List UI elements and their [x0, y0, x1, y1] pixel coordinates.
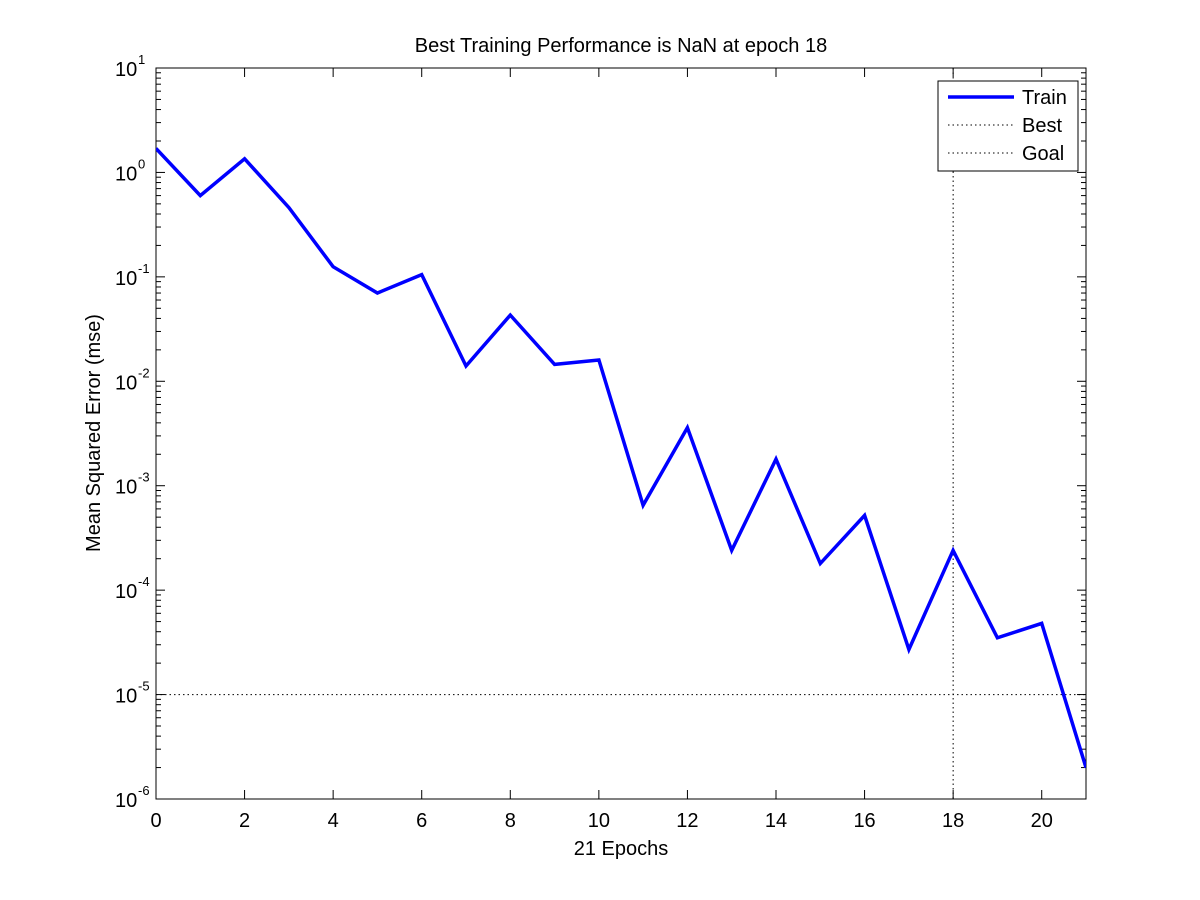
y-tick-label-exponent: -1 [138, 261, 150, 276]
legend-label-train: Train [1022, 87, 1067, 109]
y-tick-label: 10 [115, 163, 137, 185]
y-tick-label: 10 [115, 59, 137, 81]
legend-label-best: Best [1022, 115, 1062, 137]
legend-label-goal: Goal [1022, 143, 1064, 165]
x-axis-label: 21 Epochs [574, 838, 669, 860]
y-tick-label-exponent: -4 [138, 574, 150, 589]
y-tick-label: 10 [115, 581, 137, 603]
legend: Train Best Goal [937, 80, 1079, 172]
x-tick-label: 20 [1031, 810, 1053, 832]
x-tick-label: 18 [942, 810, 964, 832]
x-tick-label: 2 [239, 810, 250, 832]
x-tick-label: 0 [150, 810, 161, 832]
y-tick-label-exponent: -6 [138, 783, 150, 798]
x-tick-label: 16 [853, 810, 875, 832]
y-tick-label: 10 [115, 477, 137, 499]
y-tick-label-exponent: -3 [138, 470, 150, 485]
y-tick-label: 10 [115, 790, 137, 812]
y-tick-label-exponent: 1 [138, 52, 145, 67]
y-tick-label-exponent: 0 [138, 156, 145, 171]
x-tick-label: 14 [765, 810, 787, 832]
y-tick-label: 10 [115, 372, 137, 394]
plot-area: 10 -610 -510 -410 -310 -210 -110 010 10 2 4 6 8 10 12 1… [115, 52, 1087, 832]
train-series-line [156, 147, 1086, 769]
y-tick-label: 10 [115, 686, 137, 708]
x-tick-label: 6 [416, 810, 427, 832]
x-tick-label: 12 [676, 810, 698, 832]
y-tick-label: 10 [115, 268, 137, 290]
x-tick-label: 10 [588, 810, 610, 832]
chart-title: Best Training Performance is NaN at epoc… [415, 35, 827, 57]
y-tick-label-exponent: -5 [138, 679, 150, 694]
x-tick-label: 4 [328, 810, 339, 832]
x-tick-label: 8 [505, 810, 516, 832]
y-axis-label: Mean Squared Error (mse) [83, 314, 105, 552]
y-tick-label-exponent: -2 [138, 365, 150, 380]
axes-frame [155, 67, 1087, 800]
